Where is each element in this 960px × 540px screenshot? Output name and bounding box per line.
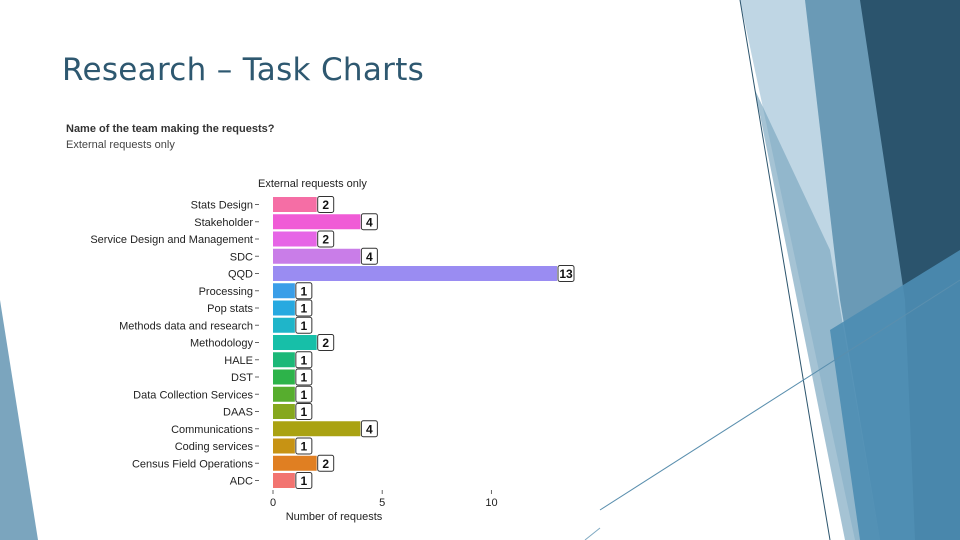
bar (273, 473, 295, 488)
x-tick-label: 5 (379, 497, 385, 509)
deco-shape-blue (830, 250, 960, 540)
data-label-box (317, 196, 335, 213)
bar (273, 386, 295, 402)
data-label: 1 (301, 302, 308, 316)
data-label: 1 (301, 474, 308, 488)
deco-line-2 (599, 279, 960, 511)
category-label: Coding services (175, 441, 254, 453)
x-tick-label: 0 (270, 497, 276, 509)
category-label: SDC (230, 251, 253, 263)
x-axis-title: Number of requests (286, 511, 383, 523)
category-label: Census Field Operations (132, 458, 254, 470)
data-label: 2 (322, 198, 329, 212)
data-label: 1 (301, 405, 308, 419)
data-label: 1 (301, 371, 308, 385)
data-label-box (360, 213, 378, 231)
data-label: 2 (322, 336, 329, 350)
bar (273, 231, 317, 247)
data-label: 4 (366, 215, 373, 229)
bar (273, 266, 557, 281)
data-label-box (295, 351, 313, 369)
category-label: QQD (228, 269, 253, 281)
data-label: 1 (301, 353, 308, 367)
data-label-box (317, 230, 335, 248)
deco-line-1 (739, 0, 831, 540)
data-label-box (295, 299, 313, 317)
data-label-box (295, 403, 313, 420)
category-label: Pop stats (207, 303, 253, 315)
bar (273, 404, 295, 419)
data-label-box (317, 454, 335, 472)
data-label-box (295, 437, 313, 455)
facet-label: External requests only (258, 178, 367, 190)
bar (273, 214, 361, 230)
bar (273, 317, 295, 333)
bar (273, 369, 295, 385)
data-label-box (360, 420, 378, 438)
slide-title: Research – Task Charts (62, 52, 425, 88)
deco-shape-left (0, 300, 38, 540)
data-label: 2 (322, 457, 329, 471)
deco-line-3 (584, 527, 601, 540)
data-label-box (360, 247, 378, 265)
x-tick-label: 10 (485, 497, 497, 509)
data-label-box (295, 385, 313, 403)
data-label: 4 (366, 250, 373, 264)
data-label-box (557, 265, 575, 282)
data-label: 4 (366, 422, 373, 436)
bar (273, 300, 295, 316)
data-label: 1 (301, 284, 308, 298)
category-label: Stats Design (191, 200, 253, 212)
category-label: HALE (224, 355, 253, 367)
category-label: Service Design and Management (90, 234, 253, 246)
bar (273, 455, 317, 471)
category-label: DST (231, 372, 253, 384)
bar (273, 438, 295, 454)
data-label-box (295, 316, 313, 334)
data-label: 1 (301, 440, 308, 454)
data-label-box (295, 472, 313, 489)
category-label: Communications (171, 424, 253, 436)
bar (273, 335, 317, 350)
data-label: 1 (301, 319, 308, 333)
data-label: 2 (322, 233, 329, 247)
data-label-box (295, 282, 313, 300)
category-label: Processing (199, 286, 253, 298)
category-label: DAAS (223, 407, 253, 419)
category-label: Stakeholder (194, 217, 253, 229)
data-label-box (295, 368, 313, 386)
chart-subtitle: External requests only (66, 139, 175, 151)
data-label: 13 (559, 267, 573, 281)
bar (273, 352, 295, 368)
data-label: 1 (301, 388, 308, 402)
data-label-box (317, 334, 335, 351)
bar (273, 421, 361, 437)
chart-title: Name of the team making the requests? (66, 123, 275, 135)
bar (273, 248, 361, 264)
category-label: Methodology (190, 338, 253, 350)
category-label: Methods data and research (119, 320, 253, 332)
bar (273, 283, 295, 299)
category-label: ADC (230, 476, 253, 488)
category-label: Data Collection Services (133, 389, 253, 401)
bar (273, 197, 317, 212)
